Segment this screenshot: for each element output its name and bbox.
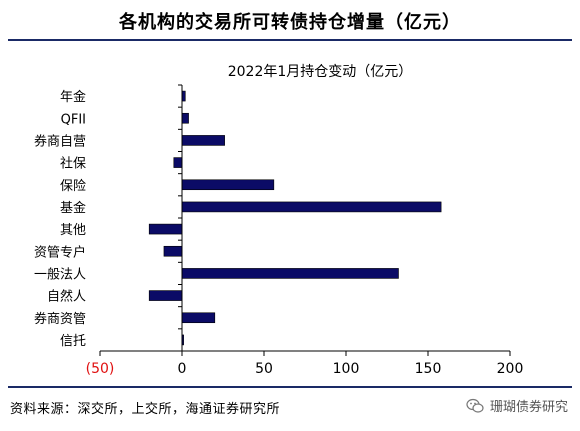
bar-9 [181,268,399,279]
category-label: 年金 [60,89,86,105]
category-label: 券商资管 [34,311,86,327]
bar-chart: 2022年1月持仓变动（亿元） 年金 QFII 券商自营社保保险基金其他资管专户一般… [34,64,524,377]
category-label: 基金 [60,200,86,216]
page-title: 各机构的交易所可转债持仓增量（亿元） [119,12,461,33]
bar-6 [181,201,442,213]
chart-area: 2022年1月持仓变动（亿元） 年金 QFII 券商自营社保保险基金其他资管专户一般… [0,40,580,385]
bar-7 [148,223,183,235]
footer-divider [8,386,572,388]
bar-10 [148,290,183,301]
header-divider [8,39,572,41]
category-label: 社保 [60,156,86,172]
bar-4 [173,157,183,168]
bar-3 [181,135,225,146]
axes-group [99,84,511,356]
x-tick-label: (50) [86,361,115,377]
category-label: 资管专户 [34,244,86,260]
category-label: 保险 [60,179,86,194]
category-label: 其他 [60,223,86,238]
watermark-text: 珊瑚债券研究 [489,400,568,415]
bar-11 [181,312,216,324]
x-tick-label: 50 [255,361,273,377]
category-label: QFII [61,112,86,127]
category-label: 券商自营 [34,133,86,149]
chart-header: 各机构的交易所可转债持仓增量（亿元） [0,0,580,41]
x-tick-label: 150 [415,361,442,377]
bar-2 [181,112,189,124]
category-label: 一般法人 [34,266,86,282]
category-label: 自然人 [47,289,86,305]
bar-8 [163,245,183,257]
bar-5 [181,179,275,191]
wechat-icon [466,398,484,413]
category-label: 信托 [60,334,86,349]
watermark: 珊瑚债券研究 [466,396,568,415]
x-tick-label: 100 [333,361,360,377]
x-tick-label: 0 [178,361,187,377]
chart-title: 2022年1月持仓变动（亿元） [228,64,413,80]
chart-footer: 资料来源：深交所，上交所，海通证券研究所 珊瑚债券研究 [0,386,580,431]
source-note: 资料来源：深交所，上交所，海通证券研究所 [10,402,281,417]
bars-group [148,90,442,346]
x-tick-label: 200 [497,361,524,377]
x-tick-labels: (50) 0 50 100 150 200 [86,361,524,377]
